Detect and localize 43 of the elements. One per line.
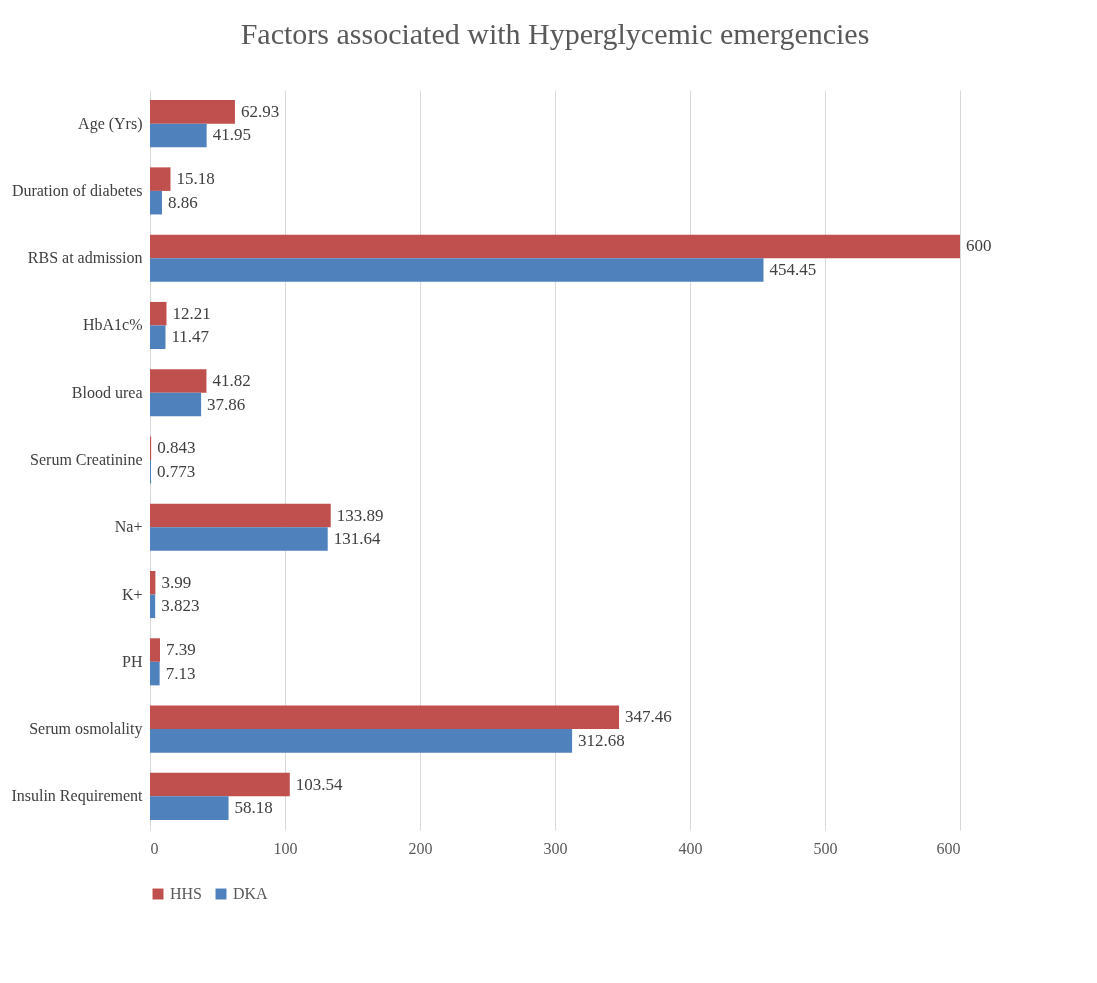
y-tick-label: Blood urea (71, 383, 143, 401)
y-tick-label: K+ (121, 585, 143, 603)
legend-label: HHS (170, 885, 203, 902)
y-tick-label: PH (122, 652, 143, 670)
data-label: 0.843 (157, 438, 196, 458)
data-label: 3.823 (161, 596, 200, 616)
data-label: 41.95 (212, 125, 251, 145)
y-tick-label: Age (Yrs) (78, 114, 143, 133)
y-tick-label: Insulin Requirement (11, 787, 144, 806)
x-tick-label: 200 (408, 839, 433, 857)
data-label: 15.18 (176, 169, 215, 189)
data-label: 312.68 (578, 730, 625, 750)
x-tick-label: 600 (936, 839, 961, 857)
x-tick-label: 500 (813, 839, 838, 857)
x-tick-label: 0 (150, 839, 159, 857)
data-label: 0.773 (157, 461, 196, 481)
y-tick-label: Serum osmolality (29, 720, 143, 739)
x-tick-label: 400 (678, 839, 703, 857)
data-label: 8.86 (167, 192, 198, 212)
y-tick-label: HbA1c% (82, 316, 143, 334)
y-tick-label: Serum Creatinine (30, 451, 143, 468)
data-label: 133.89 (336, 505, 384, 525)
data-label: 58.18 (234, 798, 273, 818)
data-label: 454.45 (769, 259, 817, 279)
data-label: 7.39 (165, 640, 196, 660)
data-label: 37.86 (207, 394, 246, 414)
legend-label: DKA (233, 885, 269, 902)
y-tick-label: Na+ (114, 518, 143, 536)
data-label: 131.64 (333, 529, 381, 549)
data-label: 103.54 (295, 774, 344, 794)
x-tick-label: 100 (273, 839, 298, 857)
data-label: 347.46 (625, 707, 672, 727)
data-label: 12.21 (172, 303, 211, 323)
data-label: 62.93 (240, 101, 280, 121)
data-label: 7.13 (165, 663, 196, 683)
chart-title: Factors associated with Hyperglycemic emergencies (240, 17, 870, 50)
data-label: 3.99 (161, 572, 192, 592)
data-label: 11.47 (171, 327, 210, 347)
y-tick-label: RBS at admission (27, 249, 143, 267)
data-label: 41.82 (212, 370, 251, 390)
y-tick-label: Duration of diabetes (11, 181, 143, 199)
x-tick-label: 300 (543, 839, 568, 857)
data-label: 600 (966, 236, 992, 256)
